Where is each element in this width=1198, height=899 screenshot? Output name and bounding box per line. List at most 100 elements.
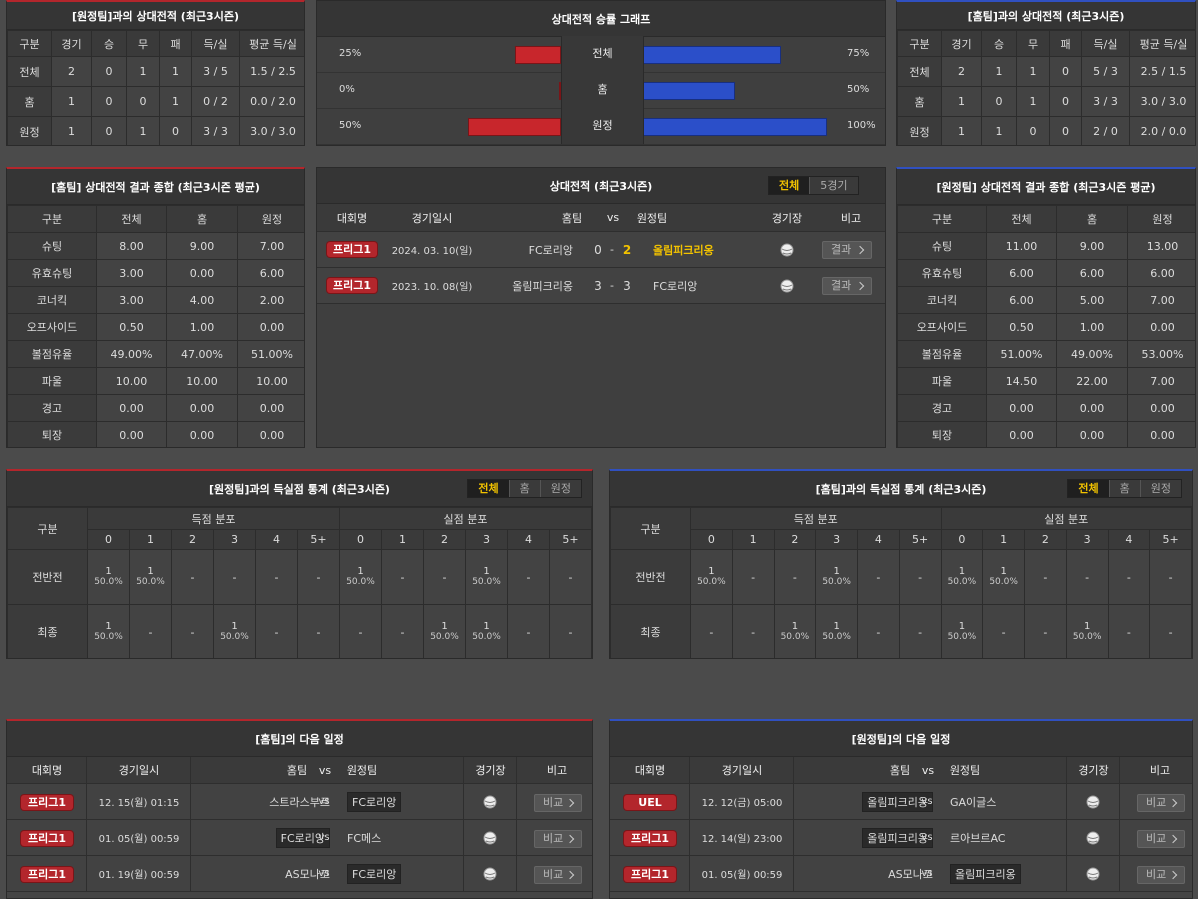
league-badge: 프리그1 <box>327 242 377 257</box>
goals-table: 구분 득점 분포 실점 분포 0 1 2 3 4 5+ 0 1 2 3 4 5+ 전반전 1 50.0% - -1 50… <box>610 507 1192 658</box>
tab: 원정 <box>1139 480 1181 497</box>
row-label: 전반전 <box>7 549 88 605</box>
compare-button[interactable]: 비교 <box>1137 866 1185 884</box>
goal-count: 1 <box>791 621 799 632</box>
cell: 0.00 <box>237 313 304 341</box>
goal-cell: - <box>549 549 592 605</box>
bucket-header: 4 <box>255 529 298 550</box>
column-divider <box>690 820 794 855</box>
away-rate: 0% <box>339 84 355 95</box>
data-row: 퇴장 0.00 0.00 0.00 <box>7 421 304 447</box>
stadium-icon <box>1086 831 1100 845</box>
row-label: 코너킥 <box>897 286 987 314</box>
cell: 0.00 <box>96 421 167 447</box>
cell: 47.00% <box>166 340 238 368</box>
group-header: 실점 분포 <box>940 507 1192 530</box>
group-header: 실점 분포 <box>339 507 592 530</box>
goal-cell: - <box>129 604 172 658</box>
bucket-header: 0 <box>339 529 382 550</box>
data-row: 원정 1 1 0 0 2 / 0 2.0 / 0.0 <box>897 116 1195 145</box>
compare-button[interactable]: 비교 <box>534 830 582 848</box>
column-header: 전체 <box>986 205 1057 233</box>
goal-cell: - <box>423 549 466 605</box>
row-label: 볼점유율 <box>7 340 97 368</box>
row-label: 슈팅 <box>7 232 97 260</box>
compare-button[interactable]: 비교 <box>534 794 582 812</box>
goals-row: 전반전 1 50.0% - -1 50.0% - -1 50.0% 1 50.0% - - - - <box>610 549 1192 605</box>
goals-row: 최종 1 50.0% - -1 50.0% - - - -1 50.0% 1 50.0% - - <box>7 604 592 658</box>
column-divider <box>1067 820 1120 855</box>
schedule-row: UEL 12. 12(금) 05:00 올림피크리옹 vs GA이글스 비교 <box>610 784 1192 820</box>
row-label: 퇴장 <box>897 421 987 447</box>
vs-label: vs <box>921 796 933 807</box>
cell: 3.0 / 3.0 <box>239 116 304 145</box>
bucket-row: 0 1 2 3 4 5+ 0 1 2 3 4 5+ <box>8 529 592 550</box>
cell: 0.00 <box>237 421 304 447</box>
cell: 5.00 <box>1056 286 1128 314</box>
column-header: 경기장 <box>1078 764 1109 777</box>
goal-count: 1 <box>1083 621 1091 632</box>
column-header: 경기장 <box>771 211 803 225</box>
cell: 0.00 <box>986 394 1057 422</box>
goal-cell: 1 50.0% <box>213 604 256 658</box>
column-divider <box>7 757 87 783</box>
tab: 원정 <box>539 480 581 497</box>
goal-cell: 1 50.0% <box>465 604 508 658</box>
stadium-icon <box>780 243 794 257</box>
compare-button[interactable]: 비교 <box>1137 830 1185 848</box>
away-bar <box>514 46 561 64</box>
cell: 9.00 <box>166 232 238 260</box>
goal-cell: - <box>381 604 424 658</box>
column-divider <box>87 757 191 783</box>
column-header: 무 <box>1016 30 1050 57</box>
cell: 1.00 <box>166 313 238 341</box>
tab: 전체 <box>468 480 509 497</box>
goal-cell: 1 50.0% <box>940 604 984 658</box>
tab: 전체 <box>1068 480 1109 497</box>
panel-title: 상대전적 승률 그래프 <box>317 1 885 37</box>
home-cell: 올림피크리옹 <box>800 820 933 855</box>
goal-pct: 50.0% <box>947 632 977 642</box>
bucket-row: 0 1 2 3 4 5+ 0 1 2 3 4 5+ <box>611 529 1192 550</box>
column-header: 원정 <box>237 205 304 233</box>
cell: 0 <box>1016 116 1050 145</box>
compare-button[interactable]: 비교 <box>1137 794 1185 812</box>
match-date: 01. 05(월) 00:59 <box>98 834 180 845</box>
goal-pct: 50.0% <box>346 577 375 587</box>
league-badge: 프리그1 <box>624 831 676 846</box>
compare-button[interactable]: 비교 <box>534 866 582 884</box>
row-label: 최종 <box>610 604 691 658</box>
panel-title: [원정팀]과의 득실점 통계 (최근3시즌) 전체 홈 원정 <box>7 471 592 507</box>
schedule-home-panel: [홈팀]의 다음 일정 대회명 경기일시 홈팀 vs 원정팀 경기장 비고 프리그1 12. 15… <box>6 719 593 899</box>
away-team: FC메스 <box>347 831 382 845</box>
cell: 0.00 <box>166 259 238 287</box>
result-button[interactable]: 결과 <box>822 241 872 259</box>
cell: 1 <box>159 56 192 87</box>
goal-cell: - <box>507 604 550 658</box>
cell: 0 <box>1049 86 1082 117</box>
goal-pct: 50.0% <box>472 577 501 587</box>
column-header: 구분 <box>897 205 987 233</box>
column-header: 원정 <box>1127 205 1195 233</box>
column-header: 경기일시 <box>411 211 453 225</box>
cell: 3 / 3 <box>191 116 240 145</box>
cell: 7.00 <box>237 232 304 260</box>
column-header: 경기일시 <box>721 764 763 777</box>
result-button[interactable]: 결과 <box>822 277 872 295</box>
cell: 4.00 <box>166 286 238 314</box>
goal-cell: - <box>1149 549 1192 605</box>
row-label: 홈 <box>7 86 52 117</box>
cell: 0.50 <box>986 313 1057 341</box>
data-row: 퇴장 0.00 0.00 0.00 <box>897 421 1195 447</box>
column-header: 패 <box>1049 30 1082 57</box>
away-cell: FC로리앙 <box>347 784 462 819</box>
row-label: 홈 <box>561 72 644 108</box>
cell: 1 <box>126 116 160 145</box>
goal-cell: - <box>171 549 214 605</box>
goals-away-panel: [원정팀]과의 득실점 통계 (최근3시즌) 전체 홈 원정 구분 득점 분포 실점 분포 0… <box>6 469 593 659</box>
goals-table: 구분 득점 분포 실점 분포 0 1 2 3 4 5+ 0 1 2 3 4 5+ 전반전 1 50.0% 1 50.0… <box>7 507 592 658</box>
goal-pct: 50.0% <box>220 632 249 642</box>
group-header: 득점 분포 <box>87 507 340 530</box>
cell: 1 <box>1016 86 1050 117</box>
goal-count: 1 <box>441 621 448 632</box>
